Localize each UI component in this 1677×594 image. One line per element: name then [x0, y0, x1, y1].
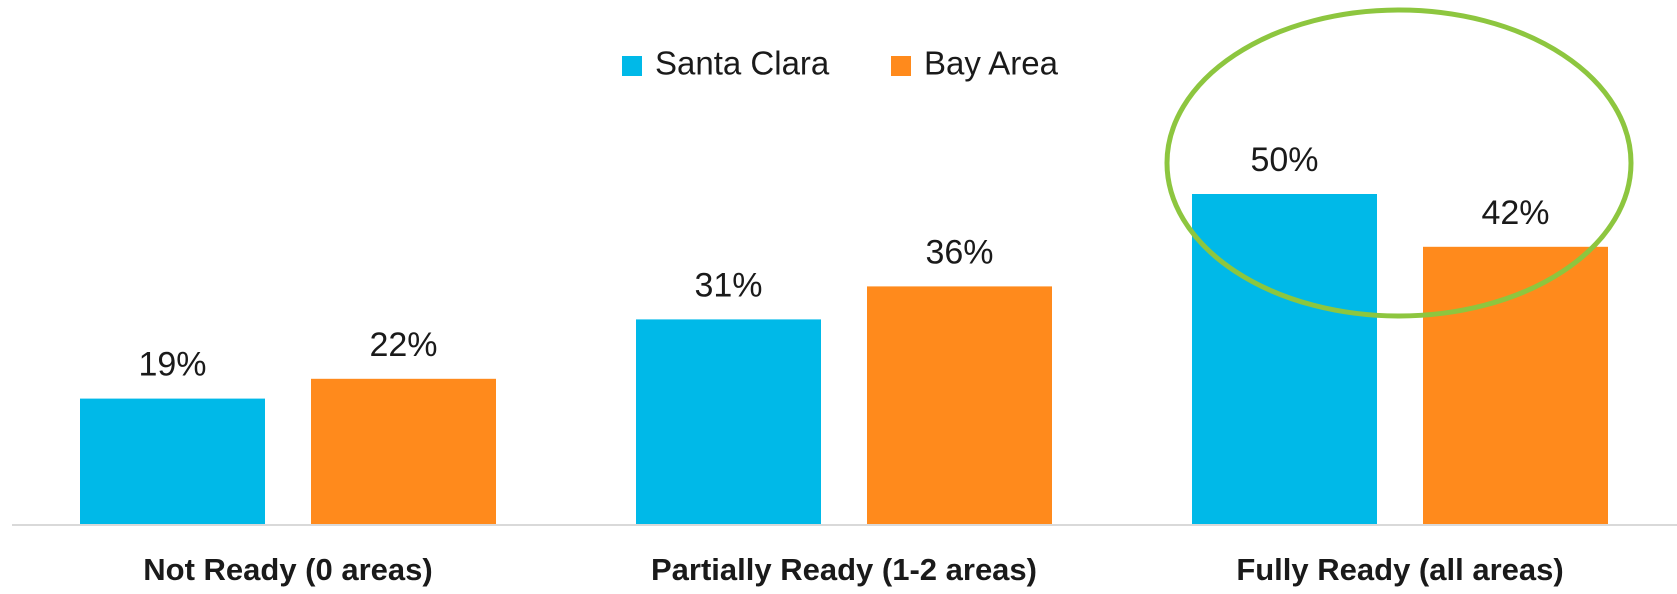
bar	[867, 286, 1052, 524]
highlight-ellipse	[1164, 7, 1634, 319]
x-tick-label: Partially Ready (1-2 areas)	[651, 552, 1037, 587]
data-label: 31%	[694, 266, 762, 304]
data-label: 19%	[138, 346, 206, 384]
legend-label: Bay Area	[924, 45, 1059, 82]
data-label: 36%	[925, 233, 993, 271]
legend-swatch	[891, 56, 911, 76]
x-tick-label: Fully Ready (all areas)	[1236, 552, 1563, 587]
data-label: 42%	[1481, 194, 1549, 232]
bar	[1192, 194, 1377, 524]
legend-swatch	[622, 56, 642, 76]
legend-label: Santa Clara	[655, 45, 830, 82]
bar	[636, 319, 821, 524]
bar	[311, 378, 496, 524]
data-label: 22%	[369, 326, 437, 364]
x-tick-label: Not Ready (0 areas)	[143, 552, 432, 587]
bar	[1423, 246, 1608, 525]
bar	[80, 398, 265, 524]
data-label: 50%	[1250, 141, 1318, 179]
